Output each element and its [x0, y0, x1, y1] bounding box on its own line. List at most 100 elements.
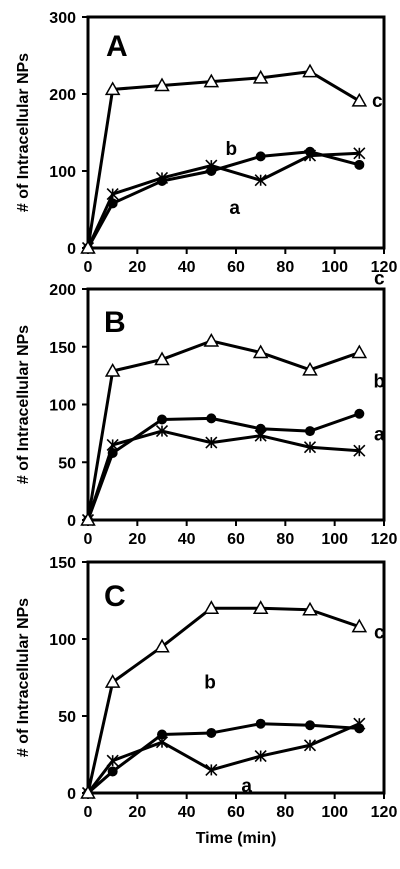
x-tick-label: 40 [178, 259, 196, 276]
x-tick-label: 0 [84, 804, 93, 821]
y-tick-label: 0 [67, 513, 76, 530]
data-point [354, 723, 365, 734]
panel-A: 0 20 40 60 80 100 120 0 100 200 300 # of Intracellu… [15, 10, 397, 276]
data-point [80, 784, 96, 799]
series-line [86, 70, 361, 249]
data-point [354, 408, 365, 419]
data-point [206, 413, 217, 424]
series-label-b: b [226, 139, 238, 160]
y-tick-label: 100 [49, 632, 76, 649]
series-a: a [81, 147, 366, 255]
data-point [104, 674, 121, 688]
data-point [205, 763, 218, 776]
y-tick-label: 0 [67, 786, 76, 803]
y-tick-label: 50 [58, 455, 76, 472]
panel-letter: C [104, 580, 126, 613]
x-tick-label: 120 [371, 531, 398, 548]
x-tick-label: 100 [321, 531, 348, 548]
series-c: c [80, 269, 385, 526]
y-tick-label: 100 [49, 398, 76, 415]
data-point [255, 423, 266, 434]
data-point [203, 332, 220, 347]
data-point [302, 63, 318, 78]
data-point [107, 198, 118, 209]
data-point [80, 239, 96, 254]
y-axis-title: # of Intracellular NPs [15, 53, 32, 212]
data-point [206, 727, 217, 738]
data-point [353, 147, 366, 160]
series-label-a: a [374, 425, 385, 446]
data-point [354, 159, 365, 170]
data-point [106, 188, 119, 201]
x-tick-label: 40 [178, 804, 196, 821]
data-point [302, 601, 318, 616]
y-tick-label: 300 [49, 10, 76, 27]
data-point [154, 351, 170, 366]
data-point [351, 344, 368, 359]
y-tick-label: 150 [49, 340, 76, 357]
y-tick-label: 150 [49, 555, 76, 572]
data-point [303, 441, 317, 454]
series-label-b: b [204, 672, 216, 693]
series-c: c [80, 600, 385, 799]
series-b: b [83, 139, 365, 253]
series-label-c: c [374, 269, 385, 290]
data-point [154, 638, 170, 653]
data-point [303, 739, 317, 752]
x-tick-label: 20 [128, 259, 146, 276]
series-label-a: a [229, 198, 240, 219]
y-tick-label: 200 [49, 282, 76, 299]
data-point [106, 754, 119, 767]
data-point [203, 600, 220, 614]
y-tick-label: 200 [49, 87, 76, 104]
y-tick-label: 0 [67, 241, 76, 258]
data-point [157, 729, 167, 740]
data-point [254, 174, 267, 187]
x-tick-label: 20 [128, 804, 146, 821]
y-tick-label: 50 [58, 709, 76, 726]
panel-letter: A [106, 30, 128, 63]
series-label-c: c [374, 623, 385, 644]
series-a: a [81, 424, 385, 527]
series-c: c [80, 63, 383, 254]
series-line [86, 339, 360, 521]
data-point [203, 73, 220, 88]
x-tick-label: 120 [371, 259, 398, 276]
data-point [157, 414, 167, 425]
data-point [305, 720, 315, 731]
series-label-a: a [241, 776, 252, 797]
plot-frame [86, 287, 386, 522]
x-tick-label: 80 [276, 259, 294, 276]
panel-B: 0 20 40 60 80 100 120 0 50 100 150 200 # of Intracel… [15, 269, 397, 548]
data-point [255, 151, 266, 162]
data-point [305, 426, 315, 437]
series-b: b [83, 672, 365, 798]
series-line [86, 150, 360, 249]
y-axis-title: # of Intracellular NPs [15, 598, 32, 757]
data-point [302, 361, 318, 376]
y-tick-label: 100 [49, 164, 76, 181]
x-tick-label: 60 [227, 531, 245, 548]
data-point [104, 362, 121, 377]
data-point [155, 424, 169, 438]
data-point [353, 444, 366, 457]
x-tick-label: 40 [178, 531, 196, 548]
x-tick-label: 20 [128, 531, 146, 548]
data-point [107, 766, 118, 777]
data-point [254, 749, 267, 763]
y-axis-title: # of Intracellular NPs [15, 325, 32, 484]
data-point [351, 618, 368, 633]
x-axis-title: Time (min) [196, 830, 277, 847]
series-line [86, 429, 360, 521]
series-label-b: b [374, 372, 386, 393]
x-tick-label: 80 [276, 531, 294, 548]
x-tick-label: 100 [321, 259, 348, 276]
x-tick-label: 60 [227, 804, 245, 821]
data-point [252, 344, 269, 359]
x-tick-label: 120 [371, 804, 398, 821]
data-point [80, 511, 96, 526]
x-tick-label: 80 [276, 804, 294, 821]
data-point [205, 436, 218, 449]
data-point [252, 600, 269, 614]
